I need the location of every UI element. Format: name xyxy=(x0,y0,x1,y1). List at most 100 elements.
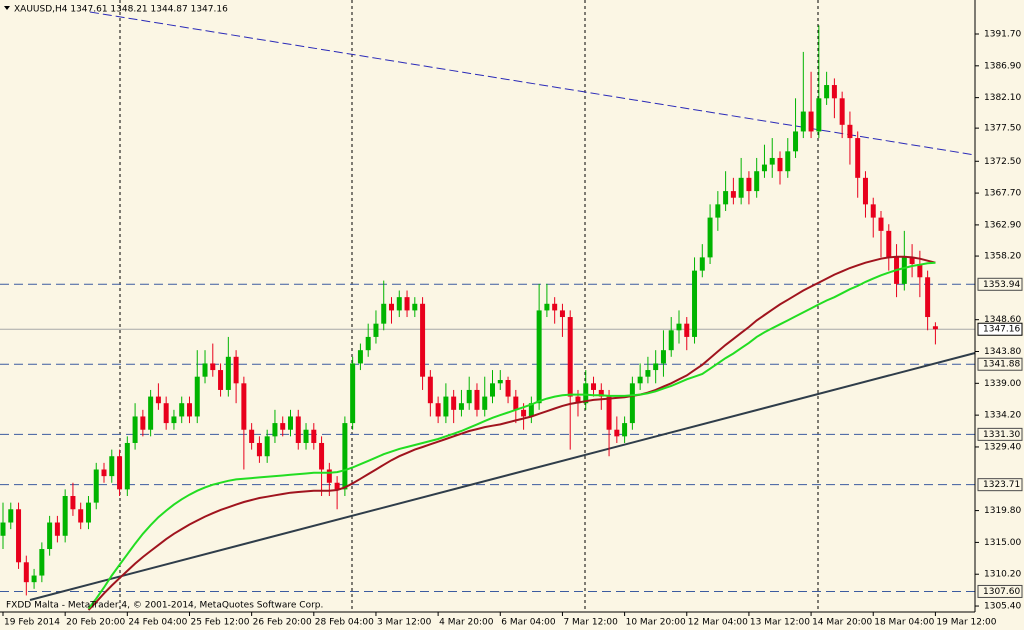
x-tick-label: 25 Feb 12:00 xyxy=(190,618,249,628)
x-tick-label: 20 Feb 20:00 xyxy=(66,618,125,628)
candle-body xyxy=(754,171,760,192)
candle-body xyxy=(319,442,325,470)
footer: FXDD Malta - MetaTrader 4, © 2001-2014, … xyxy=(6,601,323,611)
candle-body xyxy=(78,509,84,523)
current-price-box xyxy=(977,322,1023,336)
candle-body xyxy=(699,257,705,271)
candle-body xyxy=(793,131,799,152)
candle-body xyxy=(272,423,278,437)
level-label-box xyxy=(977,277,1023,291)
candle-body xyxy=(256,442,262,457)
menu-arrow xyxy=(4,6,10,10)
candle-body xyxy=(505,380,511,397)
candle-body xyxy=(365,336,371,351)
candle-body xyxy=(544,303,550,311)
candle-body xyxy=(808,111,814,132)
y-tick-label: 1358.20 xyxy=(984,252,1021,262)
candle-body xyxy=(381,303,387,324)
x-tick-label: 14 Mar 20:00 xyxy=(812,618,872,628)
candle-body xyxy=(435,403,441,417)
y-tick-label: 1343.80 xyxy=(984,347,1021,357)
y-tick-label: 1319.80 xyxy=(984,506,1021,516)
support-trendline xyxy=(29,352,976,601)
moving-averages xyxy=(87,255,936,611)
candle-body xyxy=(730,191,736,198)
candle-body xyxy=(412,303,418,311)
level-label: 1341.88 xyxy=(983,360,1020,370)
candle-body xyxy=(202,363,208,377)
candle-body xyxy=(47,522,53,550)
candle-body xyxy=(249,429,255,443)
candle-body xyxy=(769,157,775,165)
candle-body xyxy=(303,429,309,443)
candle-body xyxy=(334,482,340,490)
candle-body xyxy=(54,522,60,536)
resistance-trendline xyxy=(89,11,976,156)
candle-body xyxy=(497,380,503,384)
x-tick-label: 10 Mar 20:00 xyxy=(626,618,686,628)
y-tick-label: 1386.90 xyxy=(984,61,1021,71)
candle-body xyxy=(932,326,938,330)
candle-body xyxy=(552,303,558,311)
candle-body xyxy=(241,383,247,430)
level-label: 1323.71 xyxy=(983,480,1020,490)
candle-body xyxy=(194,376,200,417)
candle-body xyxy=(637,376,643,384)
candle-body xyxy=(606,396,612,430)
candle-body xyxy=(373,323,379,337)
candle-body xyxy=(738,177,744,198)
candle-body xyxy=(816,98,822,132)
candle-body xyxy=(598,389,604,397)
candle-body xyxy=(93,469,99,503)
y-tick-label: 1362.90 xyxy=(984,220,1021,230)
candle-body xyxy=(357,350,363,364)
candle-body xyxy=(132,416,138,443)
candle-body xyxy=(85,502,91,523)
candle-body xyxy=(225,356,231,390)
candle-body xyxy=(287,416,293,430)
candle-body xyxy=(295,416,301,443)
x-tick-label: 28 Feb 04:00 xyxy=(315,618,374,628)
candle-body xyxy=(0,522,6,536)
y-tick-label: 1391.70 xyxy=(984,30,1021,40)
candle-body xyxy=(124,442,130,490)
candle-body xyxy=(109,456,115,477)
y-tick-label: 1372.50 xyxy=(984,157,1021,167)
x-tick-label: 12 Mar 04:00 xyxy=(688,618,748,628)
candle-body xyxy=(707,217,713,258)
candle-body xyxy=(917,264,923,278)
candle-body xyxy=(653,363,659,371)
candle-body xyxy=(179,403,185,417)
candle-body xyxy=(443,396,449,417)
candle-body xyxy=(536,310,542,404)
candles xyxy=(0,25,938,596)
candle-body xyxy=(389,303,394,311)
candle-body xyxy=(676,323,682,331)
level-label: 1331.30 xyxy=(983,430,1020,440)
candle-body xyxy=(210,363,216,371)
candle-body xyxy=(831,85,837,99)
candle-body xyxy=(16,509,22,563)
header: XAUUSD,H4 1347.61 1348.21 1344.87 1347.1… xyxy=(14,5,228,15)
x-tick-label: 7 Mar 12:00 xyxy=(563,618,618,628)
candle-body xyxy=(155,396,161,404)
levels xyxy=(0,283,975,592)
y-tick-label: 1367.70 xyxy=(984,189,1021,199)
level-label-box xyxy=(977,357,1023,371)
candle-body xyxy=(280,423,286,430)
x-tick-label: 19 Mar 12:00 xyxy=(936,618,996,628)
current-price-label: 1347.16 xyxy=(983,325,1020,335)
candle-body xyxy=(31,575,37,583)
axes: 1391.70 1386.90 1382.10 1377.50 1372.50 1367.… xyxy=(2,30,1023,628)
x-tick-label: 3 Mar 12:00 xyxy=(377,618,432,628)
y-tick-label: 1310.20 xyxy=(984,570,1021,580)
candle-body xyxy=(70,496,76,510)
candle-body xyxy=(684,323,690,337)
candle-body xyxy=(163,403,169,424)
candle-body xyxy=(117,456,123,490)
candle-body xyxy=(311,429,317,443)
y-tick-label: 1305.40 xyxy=(984,602,1021,612)
x-tick-label: 26 Feb 20:00 xyxy=(253,618,312,628)
